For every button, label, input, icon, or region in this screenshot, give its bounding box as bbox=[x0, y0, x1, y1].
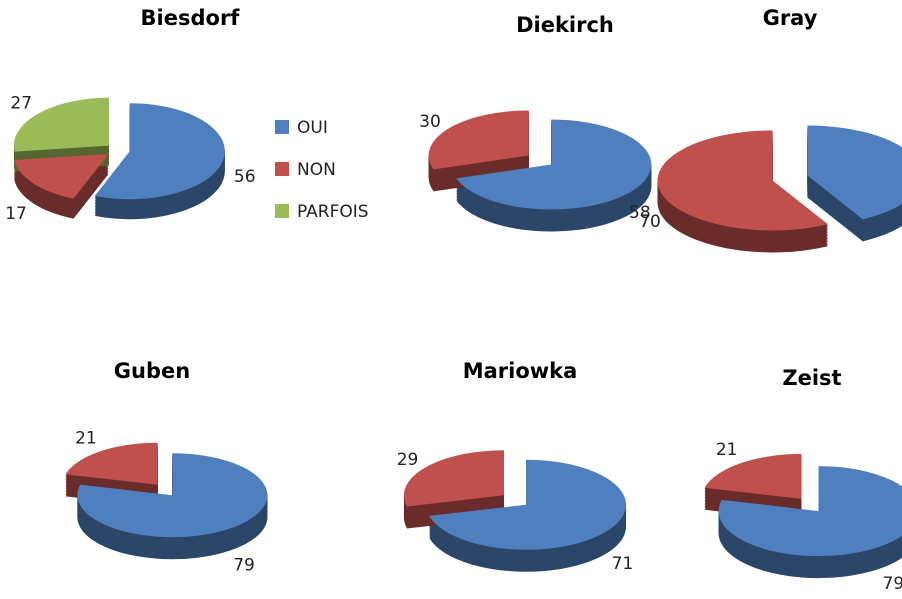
pie-slice bbox=[94, 103, 225, 200]
pie-slice bbox=[13, 97, 109, 152]
legend-label: OUI bbox=[297, 118, 328, 138]
data-label: 56 bbox=[234, 167, 256, 187]
pie-slice bbox=[657, 130, 828, 231]
legend-label: NON bbox=[297, 160, 336, 180]
pie-slice bbox=[65, 442, 158, 485]
pie-slice bbox=[456, 119, 652, 210]
data-label: 29 bbox=[397, 450, 419, 470]
data-label: 71 bbox=[612, 554, 634, 574]
pie-slice bbox=[718, 466, 902, 557]
data-label: 21 bbox=[75, 428, 97, 448]
pie-slice bbox=[14, 154, 109, 199]
chart-title: Mariowka bbox=[463, 359, 578, 383]
chart-title: Zeist bbox=[782, 366, 841, 390]
pie-slice bbox=[807, 125, 902, 220]
data-label: 17 bbox=[5, 204, 27, 224]
pie-slice bbox=[704, 453, 802, 499]
legend-label: PARFOIS bbox=[297, 202, 369, 222]
pie-slice bbox=[403, 450, 504, 507]
pie-slice bbox=[428, 110, 529, 170]
data-label: 70 bbox=[639, 212, 661, 232]
data-label: 21 bbox=[716, 440, 738, 460]
data-label: 30 bbox=[419, 112, 441, 132]
data-label: 79 bbox=[233, 556, 255, 576]
chart-title: Biesdorf bbox=[141, 6, 241, 30]
chart-title: Guben bbox=[114, 359, 190, 383]
chart-title: Diekirch bbox=[516, 13, 614, 37]
pie-slice bbox=[429, 459, 627, 550]
legend-swatch bbox=[275, 162, 289, 176]
chart-title: Gray bbox=[763, 6, 818, 30]
data-label: 27 bbox=[10, 94, 32, 114]
legend-swatch bbox=[275, 204, 289, 218]
legend-swatch bbox=[275, 120, 289, 134]
data-label: 58 bbox=[629, 203, 651, 223]
data-label: 79 bbox=[883, 574, 902, 594]
pie-slice bbox=[77, 453, 268, 538]
